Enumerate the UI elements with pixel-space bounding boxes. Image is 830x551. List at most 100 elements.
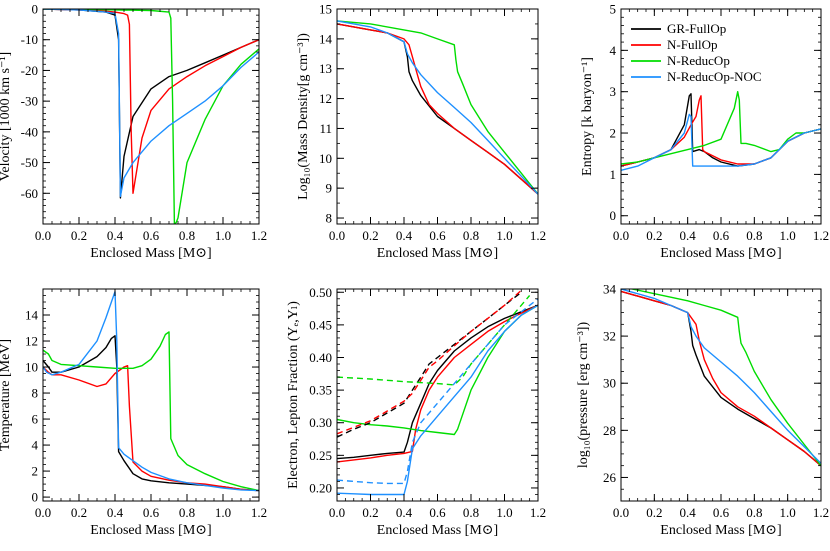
y-tick-label: 2 bbox=[610, 126, 617, 141]
x-tick-label: 0.8 bbox=[746, 228, 762, 243]
velocity-series-n-fullop bbox=[43, 9, 259, 195]
density-x-axis-label: Enclosed Mass [M⊙] bbox=[377, 246, 498, 261]
x-tick-label: 0.0 bbox=[613, 228, 629, 243]
y-tick-label: 26 bbox=[603, 470, 617, 485]
x-tick-label: 0.6 bbox=[429, 228, 446, 243]
x-tick-label: 0.2 bbox=[362, 228, 378, 243]
pressure-axes-frame bbox=[620, 288, 822, 502]
y-tick-label: 0.45 bbox=[309, 317, 332, 332]
lepton_fraction-x-axis-label: Enclosed Mass [M⊙] bbox=[377, 523, 498, 538]
x-tick-label: 0.2 bbox=[362, 505, 378, 520]
x-tick-label: 1.0 bbox=[215, 228, 231, 243]
y-tick-label: 14 bbox=[319, 31, 333, 46]
pressure-series-gr-fullop bbox=[621, 290, 821, 467]
temperature-axes-frame bbox=[42, 288, 260, 502]
density-y-axis-label: Log₁₀(Mass Density[g cm⁻³]) bbox=[296, 33, 311, 200]
lepton_fraction-series-n-reducop-noc-yl bbox=[337, 298, 538, 485]
x-tick-label: 1.0 bbox=[496, 228, 512, 243]
y-tick-label: -20 bbox=[21, 63, 38, 78]
pressure-y-axis-label: log₁₀(pressure [erg cm⁻³]) bbox=[576, 322, 591, 469]
y-tick-label: 11 bbox=[319, 121, 332, 136]
y-tick-label: 13 bbox=[319, 61, 332, 76]
temperature-y-axis-label: Temperature [MeV] bbox=[0, 339, 13, 451]
x-tick-label: 0.2 bbox=[71, 505, 87, 520]
lepton_fraction-series-n-fullop-yl bbox=[337, 289, 522, 435]
velocity-series-n-reducop bbox=[43, 9, 259, 224]
x-tick-label: 0.2 bbox=[71, 228, 87, 243]
legend-label: N-FullOp bbox=[667, 37, 718, 52]
x-tick-label: 0.4 bbox=[107, 505, 124, 520]
y-tick-label: 28 bbox=[603, 423, 616, 438]
x-tick-label: 1.2 bbox=[251, 228, 267, 243]
x-tick-label: 0.8 bbox=[463, 505, 479, 520]
panels-layer: 0.0 0.2 0.4 0.6 0.8 1.0 1.2 -60 -50 -40 -30 -20 -10 0… bbox=[0, 2, 829, 539]
y-tick-label: -60 bbox=[21, 186, 38, 201]
y-tick-label: 32 bbox=[603, 329, 616, 344]
lepton_fraction-series-n-reducop-yl bbox=[337, 295, 531, 386]
y-tick-label: 8 bbox=[32, 386, 39, 401]
y-tick-label: 12 bbox=[319, 91, 332, 106]
y-tick-label: 10 bbox=[25, 360, 38, 375]
y-tick-label: 5 bbox=[610, 2, 617, 17]
y-tick-label: 0.40 bbox=[309, 350, 332, 365]
y-tick-label: 4 bbox=[610, 43, 617, 58]
y-tick-label: 0 bbox=[32, 490, 39, 505]
y-tick-label: 30 bbox=[603, 376, 616, 391]
y-tick-label: 34 bbox=[603, 282, 617, 297]
x-tick-label: 0.8 bbox=[746, 505, 762, 520]
y-tick-label: -50 bbox=[21, 155, 38, 170]
x-tick-label: 0.0 bbox=[329, 505, 345, 520]
pressure-x-axis-label: Enclosed Mass [M⊙] bbox=[660, 523, 781, 538]
y-tick-label: 4 bbox=[32, 438, 39, 453]
y-tick-label: 0 bbox=[610, 208, 617, 223]
entropy-series-n-fullop bbox=[621, 95, 821, 167]
temperature-series-group bbox=[43, 290, 259, 492]
lepton_fraction-y-axis-label: Electron, Lepton Fraction (Yₑ,Yₗ) bbox=[286, 301, 301, 489]
x-tick-label: 0.0 bbox=[329, 228, 345, 243]
x-tick-label: 0.6 bbox=[429, 505, 446, 520]
panel-temperature: 0.0 0.2 0.4 0.6 0.8 1.0 1.2 0 2 4 6 8 10 12 14 Enclosed… bbox=[0, 288, 267, 538]
y-tick-label: 9 bbox=[326, 181, 333, 196]
velocity-y-axis-label: Velocity [1000 km s⁻¹] bbox=[0, 52, 13, 181]
density-series-group bbox=[337, 20, 538, 195]
panel-lepton_fraction: 0.0 0.2 0.4 0.6 0.8 1.0 1.2 0.20 0.25 0.30 0.35 0.4… bbox=[286, 285, 546, 538]
entropy-series-n-reducop-noc bbox=[621, 113, 821, 171]
legend-label: N-ReducOp bbox=[667, 53, 730, 68]
velocity-series-group bbox=[43, 9, 259, 224]
temperature-series-n-reducop-noc bbox=[43, 290, 259, 492]
panel-velocity: 0.0 0.2 0.4 0.6 0.8 1.0 1.2 -60 -50 -40 -30 -20 -10 0… bbox=[0, 2, 267, 262]
x-tick-label: 0.6 bbox=[713, 228, 730, 243]
x-tick-label: 1.2 bbox=[530, 505, 546, 520]
pressure-series-n-reducop bbox=[628, 289, 821, 467]
entropy-series-n-reducop bbox=[621, 90, 821, 165]
density-series-n-fullop bbox=[337, 23, 538, 195]
x-tick-label: 1.0 bbox=[215, 505, 231, 520]
panel-entropy: 0.0 0.2 0.4 0.6 0.8 1.0 1.2 0 1 2 3 4 5 Enclosed Mass… bbox=[580, 2, 829, 262]
x-tick-label: 0.2 bbox=[646, 505, 662, 520]
y-tick-label: 3 bbox=[610, 84, 617, 99]
x-tick-label: 1.0 bbox=[496, 505, 512, 520]
density-series-n-reducop-noc bbox=[337, 20, 538, 195]
x-tick-label: 0.6 bbox=[713, 505, 730, 520]
pressure-series-group bbox=[621, 289, 821, 467]
y-tick-label: 8 bbox=[326, 211, 333, 226]
y-tick-label: 15 bbox=[319, 2, 332, 17]
y-tick-label: -10 bbox=[21, 32, 38, 47]
x-tick-label: 0.4 bbox=[396, 228, 413, 243]
lepton_fraction-series-gr-fullop-ye bbox=[337, 304, 538, 460]
y-tick-label: -40 bbox=[21, 124, 38, 139]
x-tick-label: 0.4 bbox=[396, 505, 413, 520]
y-tick-label: 0 bbox=[32, 2, 39, 17]
y-tick-label: 2 bbox=[32, 464, 39, 479]
panel-pressure: 0.0 0.2 0.4 0.6 0.8 1.0 1.2 26 28 30 32 34 Enclosed … bbox=[576, 282, 829, 539]
y-tick-label: 14 bbox=[25, 308, 39, 323]
x-tick-label: 1.2 bbox=[813, 228, 829, 243]
velocity-series-gr-fullop bbox=[43, 9, 259, 199]
x-tick-label: 0.0 bbox=[35, 228, 51, 243]
y-tick-label: -30 bbox=[21, 94, 38, 109]
y-tick-label: 0.20 bbox=[309, 480, 332, 495]
y-tick-label: 12 bbox=[25, 334, 38, 349]
pressure-series-n-fullop bbox=[621, 290, 821, 467]
